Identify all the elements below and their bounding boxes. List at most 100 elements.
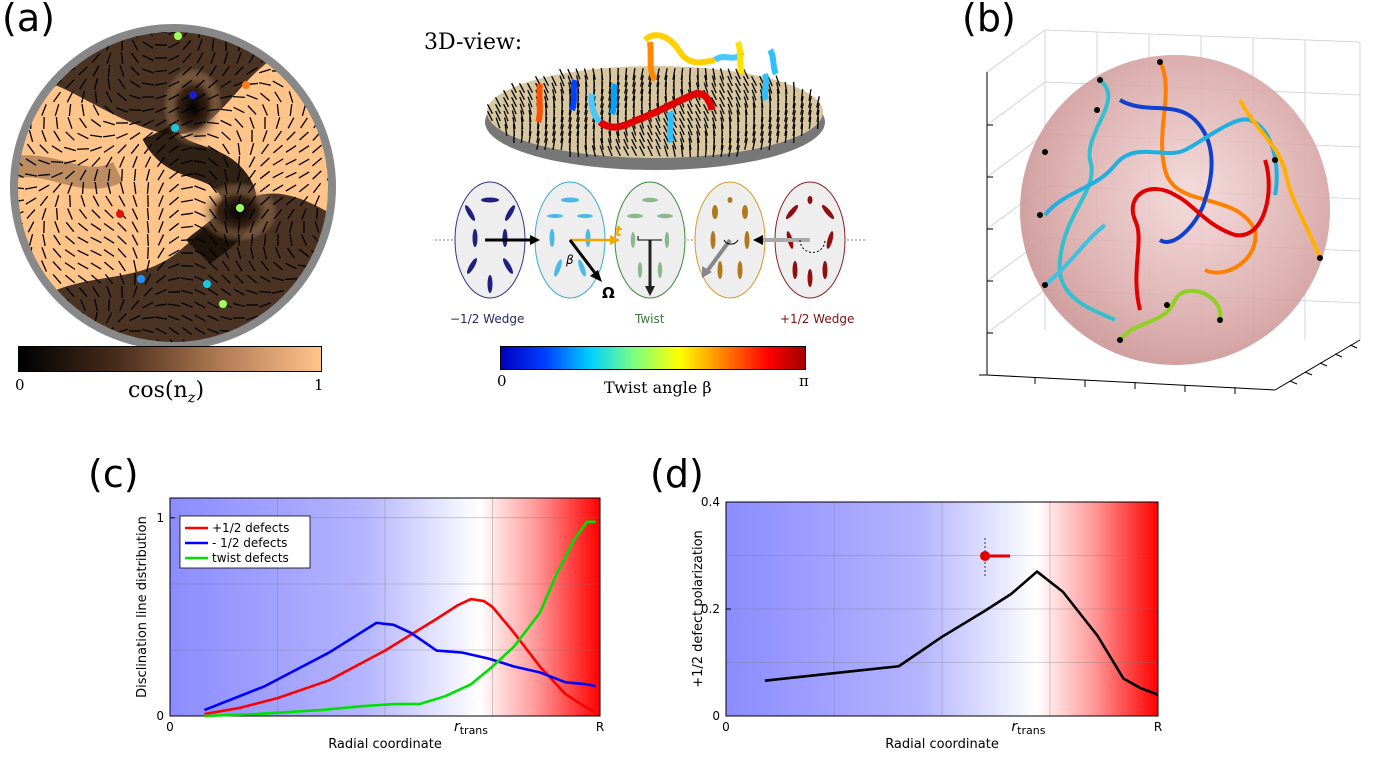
twist-colorbar-min: 0 bbox=[497, 372, 507, 390]
x-tick-label: rtrans bbox=[454, 719, 488, 737]
director-rod-3d bbox=[551, 89, 557, 101]
director-rod bbox=[141, 316, 155, 320]
director-rod bbox=[194, 262, 206, 270]
director-rod bbox=[180, 199, 194, 203]
defect-dot bbox=[189, 91, 197, 99]
director-rod bbox=[132, 156, 138, 168]
director-rod-3d bbox=[560, 138, 564, 150]
director-rod bbox=[250, 233, 254, 247]
director-rod bbox=[107, 77, 111, 91]
director-rod-3d bbox=[576, 124, 580, 136]
director-rod-3d bbox=[736, 138, 740, 150]
director-rod bbox=[106, 286, 112, 298]
director-rod-3d bbox=[704, 75, 708, 87]
director-rod-3d bbox=[792, 96, 796, 108]
director-rod bbox=[180, 186, 194, 190]
sphere-3d-view bbox=[979, 29, 1361, 394]
director-rod bbox=[207, 314, 219, 322]
director-rod bbox=[80, 299, 86, 311]
director-rod bbox=[26, 209, 36, 219]
director-rod bbox=[275, 221, 281, 233]
director-rod bbox=[181, 79, 193, 89]
director-rod-3d bbox=[552, 131, 556, 143]
director-rod bbox=[42, 233, 46, 247]
director-rod bbox=[119, 156, 125, 168]
director-rod bbox=[260, 208, 270, 220]
director-rod bbox=[221, 274, 231, 284]
director-rod bbox=[26, 39, 36, 51]
director-rod bbox=[194, 288, 206, 296]
director-rod bbox=[210, 52, 216, 64]
director-rod bbox=[155, 327, 167, 335]
director-rod bbox=[221, 65, 231, 77]
director-rod bbox=[220, 80, 232, 88]
director-rod bbox=[168, 54, 180, 62]
director-rod bbox=[38, 40, 50, 50]
director-rod bbox=[38, 159, 50, 165]
defect-dot bbox=[219, 300, 227, 308]
director-rod bbox=[118, 195, 126, 207]
director-rod bbox=[142, 41, 154, 49]
director-rod bbox=[77, 41, 89, 49]
director-rod-3d bbox=[808, 117, 812, 129]
director-rod bbox=[180, 225, 194, 229]
director-rod-3d bbox=[511, 82, 517, 94]
director-rod bbox=[194, 275, 206, 283]
director-rod bbox=[194, 249, 206, 257]
director-rod bbox=[103, 120, 115, 126]
director-rod bbox=[246, 274, 258, 284]
director-rod-3d bbox=[647, 124, 653, 136]
defect-dot bbox=[116, 210, 124, 218]
director-rod-3d bbox=[703, 117, 709, 129]
director-rod-3d bbox=[768, 117, 772, 129]
director-rod bbox=[273, 144, 283, 154]
director-rod bbox=[223, 156, 229, 168]
director-rod bbox=[142, 68, 154, 74]
director-rod bbox=[234, 66, 244, 76]
cosnz-colorbar-min: 0 bbox=[15, 376, 25, 394]
y-axis-label: +1/2 defect polarization bbox=[691, 530, 706, 688]
director-rod bbox=[91, 157, 101, 167]
director-rod bbox=[258, 290, 272, 294]
director-rod bbox=[323, 30, 330, 34]
director-rod bbox=[117, 248, 127, 258]
panel-c-label: (c) bbox=[88, 452, 139, 496]
director-rod bbox=[53, 234, 61, 246]
director-rod-3d bbox=[734, 82, 742, 94]
director-rod bbox=[180, 277, 194, 281]
director-rod-3d bbox=[576, 117, 580, 129]
director-rod bbox=[168, 327, 180, 335]
director-rod-3d bbox=[735, 68, 741, 80]
director-rod bbox=[168, 93, 180, 101]
director-rod bbox=[81, 91, 85, 103]
director-rod bbox=[154, 82, 168, 86]
director-rod bbox=[77, 249, 89, 257]
director-rod bbox=[207, 93, 219, 101]
director-rod-3d bbox=[736, 110, 740, 122]
director-rod bbox=[247, 195, 257, 207]
director-rod-3d bbox=[655, 145, 661, 157]
director-rod bbox=[168, 41, 180, 49]
director-rod bbox=[276, 30, 280, 39]
director-rod-3d bbox=[719, 103, 725, 115]
x-tick-label: R bbox=[1154, 720, 1162, 734]
director-rod bbox=[182, 66, 192, 76]
director-rod bbox=[180, 212, 194, 216]
director-rod bbox=[194, 210, 206, 218]
director-rod bbox=[224, 194, 228, 208]
director-rod bbox=[119, 182, 125, 194]
director-rod bbox=[261, 221, 269, 233]
director-rod-3d bbox=[648, 82, 652, 94]
director-rod bbox=[64, 262, 76, 270]
director-rod-3d bbox=[486, 103, 494, 115]
director-rod-3d bbox=[528, 123, 532, 137]
director-rod-3d bbox=[736, 131, 740, 143]
director-rod-3d bbox=[792, 103, 796, 115]
director-rod bbox=[103, 236, 115, 244]
director-rod-3d bbox=[703, 124, 709, 136]
director-rod bbox=[77, 236, 89, 244]
y-axis-label: Disclination line distribution bbox=[135, 516, 150, 698]
director-rod-3d bbox=[760, 124, 764, 136]
director-rod bbox=[223, 234, 229, 246]
director-rod bbox=[26, 143, 36, 155]
